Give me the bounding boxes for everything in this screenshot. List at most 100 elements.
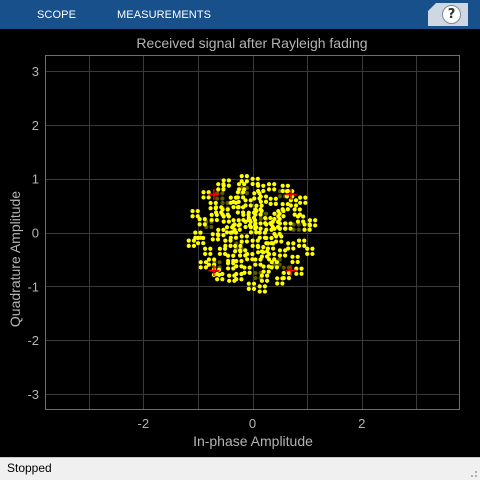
signal-point-dot xyxy=(253,262,258,267)
signal-point-dot xyxy=(250,238,255,243)
help-icon[interactable]: ? xyxy=(442,5,461,24)
signal-point-dot xyxy=(281,214,286,219)
signal-point xyxy=(235,190,246,200)
signal-point-dot xyxy=(253,270,258,276)
signal-point xyxy=(193,230,203,240)
signal-point-dot xyxy=(283,253,288,258)
signal-point-dot xyxy=(203,251,208,257)
signal-point-dot xyxy=(241,212,246,217)
signal-point-dot xyxy=(234,264,239,269)
signal-point-dot xyxy=(227,273,232,278)
signal-point xyxy=(288,198,299,208)
signal-point-dot xyxy=(210,232,215,237)
signal-point-dot xyxy=(291,246,296,251)
signal-point xyxy=(190,208,200,219)
signal-point xyxy=(266,182,277,192)
signal-point-dot xyxy=(201,190,206,195)
signal-point-dot xyxy=(277,257,282,262)
signal-point-dot xyxy=(221,187,226,192)
signal-point-dot xyxy=(193,230,198,235)
signal-point-dot xyxy=(219,210,224,215)
signal-point-dot xyxy=(307,227,312,232)
signal-point-dot xyxy=(280,188,285,194)
signal-point-dot xyxy=(275,276,280,281)
y-tick-label: -1 xyxy=(27,279,39,294)
signal-point-dot xyxy=(288,226,293,231)
signal-point xyxy=(247,218,258,228)
signal-point xyxy=(255,245,266,255)
signal-point-dot xyxy=(221,233,226,238)
signal-point-dot xyxy=(243,253,248,258)
signal-point-dot xyxy=(224,225,230,230)
y-tick-label: -2 xyxy=(27,333,39,348)
signal-point-dot xyxy=(220,196,225,201)
signal-point-dot xyxy=(195,241,201,246)
tab-measurements[interactable]: MEASUREMENTS xyxy=(117,9,212,21)
signal-point-dot xyxy=(246,286,251,291)
signal-point-dot xyxy=(257,284,262,289)
signal-point-dot xyxy=(215,277,220,282)
signal-point-dot xyxy=(266,257,272,262)
signal-point-dot xyxy=(295,219,301,224)
signal-point-dot xyxy=(253,257,258,262)
signal-point-dot xyxy=(231,253,236,258)
signal-point-dot xyxy=(303,195,308,200)
signal-point-dot xyxy=(235,190,240,195)
signal-point xyxy=(290,254,300,265)
signal-point xyxy=(197,217,207,227)
signal-point xyxy=(216,182,226,192)
signal-point-dot xyxy=(233,243,238,249)
signal-point-dot xyxy=(220,191,225,196)
signal-point-dot xyxy=(284,194,290,199)
signal-point-dot xyxy=(281,265,286,270)
signal-point-dot xyxy=(208,206,213,211)
reference-point xyxy=(285,188,297,200)
signal-point-dot xyxy=(258,194,263,199)
signal-point-dot xyxy=(296,243,302,248)
x-axis-label: In-phase Amplitude xyxy=(193,433,313,449)
signal-point-dot xyxy=(186,238,191,243)
signal-point-dot xyxy=(243,198,248,203)
signal-point-dot xyxy=(239,258,244,264)
signal-point-dot xyxy=(285,207,290,212)
tab-scope[interactable]: SCOPE xyxy=(37,9,77,21)
signal-point-dot xyxy=(241,217,246,223)
signal-point-dot xyxy=(299,266,304,271)
signal-point-dot xyxy=(305,251,310,257)
signal-point-dot xyxy=(237,248,243,253)
signal-point-dot xyxy=(224,230,230,235)
signal-point-dot xyxy=(266,264,271,269)
signal-point-dot xyxy=(228,195,233,200)
signal-point-dot xyxy=(272,182,277,187)
signal-point-dot xyxy=(239,277,244,282)
signal-point-dot xyxy=(274,239,279,244)
signal-point-dot xyxy=(265,273,270,278)
signal-point-dot xyxy=(243,203,248,208)
signal-point-dot xyxy=(197,222,202,227)
reference-point xyxy=(285,265,297,277)
signal-point xyxy=(232,222,242,232)
signal-point xyxy=(253,221,263,231)
signal-point-dot xyxy=(198,235,203,240)
signal-point-dot xyxy=(232,222,237,227)
signal-point-dot xyxy=(252,191,257,196)
signal-point xyxy=(294,266,304,276)
signal-point-dot xyxy=(258,226,263,231)
constellation-plot[interactable]: Received signal after Rayleigh fading -2… xyxy=(0,29,480,457)
resize-grip-icon[interactable] xyxy=(468,468,478,478)
signal-point-dot xyxy=(221,214,226,219)
signal-point-dot xyxy=(213,210,219,215)
signal-point-dot xyxy=(254,230,259,235)
signal-point-dot xyxy=(263,194,269,199)
signal-point-dot xyxy=(294,266,299,271)
signal-point-dot xyxy=(216,187,221,192)
signal-point-dot xyxy=(243,224,248,230)
signal-point-dot xyxy=(253,207,258,212)
signal-point-dot xyxy=(235,210,240,215)
signal-point-dot xyxy=(258,207,263,212)
signal-point-dot xyxy=(273,201,278,207)
signal-point-dot xyxy=(284,189,290,194)
signal-point-dot xyxy=(191,243,197,248)
signal-point-dot xyxy=(293,198,299,203)
signal-point xyxy=(243,198,253,208)
